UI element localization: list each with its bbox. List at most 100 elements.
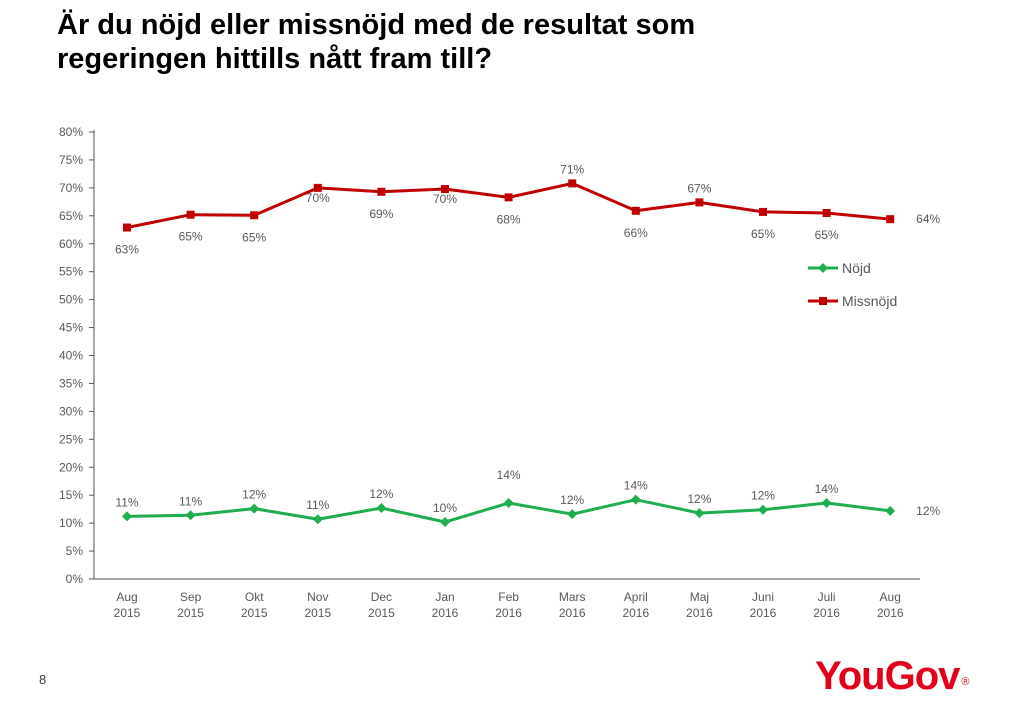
data-label: 69% bbox=[369, 207, 393, 221]
data-point-marker bbox=[312, 514, 323, 525]
x-tick-label-year: 2015 bbox=[177, 606, 204, 620]
x-tick-label-year: 2016 bbox=[622, 606, 649, 620]
data-label: 12% bbox=[242, 488, 266, 502]
data-label: 68% bbox=[497, 212, 521, 226]
x-tick-label-month: Aug bbox=[116, 590, 137, 604]
data-point-marker bbox=[759, 207, 767, 216]
data-point-marker bbox=[249, 503, 260, 514]
x-tick-label-month: Juli bbox=[818, 590, 836, 604]
y-tick-label: 10% bbox=[59, 516, 83, 530]
x-tick-label: Juni 2016 bbox=[750, 590, 777, 620]
page-number: 8 bbox=[39, 672, 47, 687]
y-tick-label: 15% bbox=[59, 488, 83, 502]
x-tick-label: Aug 2016 bbox=[877, 590, 904, 620]
slide-title-line-1: Är du nöjd eller missnöjd med de resulta… bbox=[57, 9, 696, 41]
data-label: 11% bbox=[115, 495, 138, 509]
x-tick-label-month: Nov bbox=[307, 590, 328, 604]
x-tick-label: Sep 2015 bbox=[177, 590, 204, 620]
data-label: 11% bbox=[306, 498, 329, 512]
data-label: 12% bbox=[687, 492, 711, 506]
x-tick-label-year: 2016 bbox=[686, 606, 713, 620]
x-tick-label-month: Mars bbox=[559, 590, 586, 604]
x-tick-label-year: 2016 bbox=[432, 606, 459, 620]
data-label: 14% bbox=[815, 482, 839, 496]
y-tick-label: 75% bbox=[59, 153, 83, 167]
data-point-marker bbox=[504, 193, 513, 202]
x-tick-label-month: Aug bbox=[880, 590, 901, 604]
data-point-marker bbox=[440, 517, 450, 528]
x-tick-label: Okt 2015 bbox=[241, 590, 268, 620]
data-label: 70% bbox=[306, 191, 330, 205]
data-point-marker bbox=[567, 509, 578, 520]
data-label: 14% bbox=[497, 468, 521, 482]
x-tick-label: Dec 2015 bbox=[368, 590, 395, 620]
data-label: 65% bbox=[179, 230, 203, 244]
data-point-marker bbox=[441, 184, 449, 193]
data-label: 12% bbox=[369, 487, 393, 501]
x-tick-label-month: Okt bbox=[245, 590, 264, 604]
x-tick-label-year: 2015 bbox=[368, 606, 395, 620]
x-tick-label-year: 2015 bbox=[114, 606, 141, 620]
x-tick-label-year: 2015 bbox=[304, 606, 331, 620]
slide-title: Är du nöjd eller missnöjd med de resulta… bbox=[57, 8, 957, 76]
y-tick-label: 20% bbox=[59, 460, 83, 474]
data-point-marker bbox=[695, 198, 704, 207]
legend-marker bbox=[819, 297, 827, 305]
x-tick-label: Aug 2015 bbox=[114, 590, 141, 620]
data-label: 70% bbox=[433, 192, 457, 206]
data-point-marker bbox=[377, 187, 386, 196]
yougov-logo: YouGov ® bbox=[815, 652, 970, 700]
y-tick-label: 70% bbox=[59, 181, 83, 195]
data-label: 65% bbox=[815, 228, 839, 242]
data-label: 14% bbox=[624, 479, 648, 493]
slide-title-line-2: regeringen hittills nått fram till? bbox=[57, 43, 493, 75]
x-tick-label: Maj 2016 bbox=[686, 590, 713, 620]
x-tick-label: April 2016 bbox=[622, 590, 649, 620]
data-label: 11% bbox=[179, 494, 202, 508]
legend-marker bbox=[818, 263, 828, 273]
x-tick-label-month: Jan bbox=[435, 590, 454, 604]
data-point-marker bbox=[694, 508, 705, 519]
legend-label: Missnöjd bbox=[842, 293, 897, 309]
x-tick-label-month: Maj bbox=[690, 590, 709, 604]
data-point-marker bbox=[885, 505, 896, 516]
data-point-marker bbox=[886, 215, 895, 224]
y-tick-label: 60% bbox=[59, 237, 83, 251]
data-point-marker bbox=[568, 179, 577, 188]
data-label: 67% bbox=[687, 181, 711, 195]
x-tick-label-year: 2016 bbox=[877, 606, 904, 620]
data-point-marker bbox=[630, 494, 641, 505]
data-label: 63% bbox=[115, 243, 139, 257]
x-tick-label-month: Feb bbox=[498, 590, 519, 604]
data-label: 65% bbox=[751, 227, 775, 241]
data-point-marker bbox=[123, 223, 131, 232]
data-label: 12% bbox=[560, 493, 584, 507]
x-tick-label-month: Sep bbox=[180, 590, 202, 604]
data-point-marker bbox=[758, 504, 768, 515]
data-point-marker bbox=[503, 498, 514, 509]
data-label: 12% bbox=[916, 504, 940, 518]
x-tick-label-year: 2016 bbox=[495, 606, 522, 620]
data-point-marker bbox=[186, 210, 195, 219]
y-tick-label: 55% bbox=[59, 265, 83, 279]
data-point-marker bbox=[821, 498, 832, 509]
data-point-marker bbox=[122, 511, 132, 522]
y-tick-label: 50% bbox=[59, 293, 83, 307]
data-point-marker bbox=[376, 503, 387, 514]
y-tick-label: 80% bbox=[59, 125, 83, 139]
data-point-marker bbox=[631, 206, 640, 215]
data-label: 65% bbox=[242, 230, 266, 244]
x-tick-label-year: 2016 bbox=[559, 606, 586, 620]
data-point-marker bbox=[250, 211, 259, 220]
y-tick-label: 30% bbox=[59, 404, 83, 418]
data-label: 64% bbox=[916, 212, 940, 226]
x-tick-label-month: April bbox=[624, 590, 648, 604]
x-tick-label: Juli 2016 bbox=[813, 590, 840, 620]
y-tick-label: 35% bbox=[59, 376, 83, 390]
x-tick-label: Mars 2016 bbox=[559, 590, 586, 620]
x-tick-label-month: Juni bbox=[752, 590, 774, 604]
x-tick-label: Feb 2016 bbox=[495, 590, 522, 620]
legend-label: Nöjd bbox=[842, 260, 871, 276]
data-label: 71% bbox=[560, 162, 584, 176]
